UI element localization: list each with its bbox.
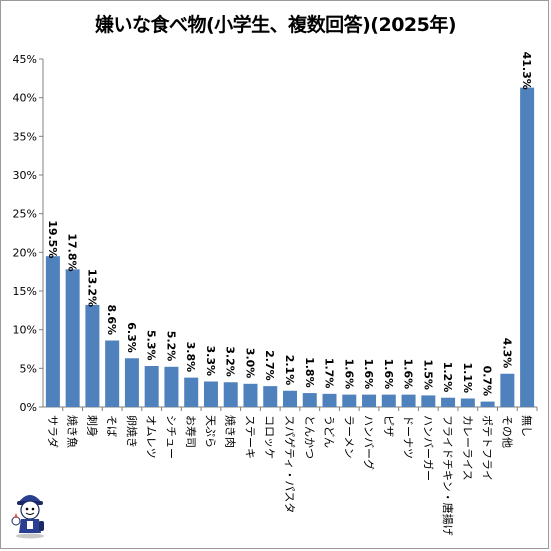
- x-tick-label: スパゲティ・パスタ: [283, 415, 296, 513]
- x-tick-label: ステーキ: [243, 415, 256, 459]
- data-label: 1.8%: [303, 357, 316, 388]
- data-label: 1.2%: [441, 362, 454, 393]
- bar: [65, 269, 80, 407]
- x-tick-label: 無し: [520, 415, 534, 437]
- x-tick-label: 天ぷら: [204, 415, 217, 448]
- x-tick-label: 焼き魚: [66, 415, 79, 448]
- bar: [302, 393, 317, 407]
- y-tick-label: 40%: [13, 92, 37, 105]
- x-tick-label: ハンバーガー: [421, 415, 434, 481]
- data-label: 1.7%: [323, 358, 336, 389]
- bar: [164, 366, 179, 407]
- data-label: 3.8%: [184, 342, 197, 373]
- data-label: 1.6%: [342, 359, 355, 390]
- x-tick-label: ハンバーグ: [362, 415, 376, 470]
- y-tick-label: 10%: [13, 324, 37, 337]
- data-label: 3.3%: [204, 345, 217, 376]
- data-label: 1.6%: [402, 359, 415, 390]
- data-label: 1.5%: [421, 359, 434, 390]
- y-tick-label: 45%: [13, 53, 37, 66]
- data-label: 8.6%: [105, 304, 118, 335]
- bar: [45, 256, 60, 407]
- x-tick-label: そば: [105, 415, 118, 437]
- x-tick-label: ピザ: [382, 415, 395, 437]
- data-label: 13.2%: [85, 269, 98, 307]
- x-tick-label: お寿司: [184, 415, 198, 448]
- data-label: 3.0%: [243, 348, 256, 379]
- bar: [85, 304, 100, 407]
- x-tick-label: ラーメン: [342, 415, 355, 459]
- x-tick-label: うどん: [323, 415, 336, 448]
- bar: [421, 395, 436, 407]
- data-label: 2.1%: [283, 355, 296, 386]
- x-tick-label: サラダ: [46, 415, 60, 448]
- bar: [480, 401, 495, 407]
- data-label: 6.3%: [125, 322, 138, 353]
- x-tick-label: とんかつ: [303, 415, 316, 459]
- y-tick-label: 15%: [13, 285, 37, 298]
- x-tick-label: シチュー: [164, 415, 177, 459]
- x-tick-label: コロッケ: [263, 415, 276, 459]
- y-tick-label: 0%: [20, 401, 37, 414]
- data-label: 41.3%: [520, 52, 533, 90]
- data-label: 19.5%: [46, 220, 59, 258]
- x-tick-label: フライドチキン・唐揚げ: [441, 415, 455, 536]
- bar: [441, 397, 456, 407]
- chart-title: 嫌いな食べ物(小学生、複数回答)(2025年): [94, 14, 457, 36]
- x-tick-label: その他: [500, 415, 513, 448]
- data-label: 1.6%: [382, 359, 395, 390]
- bar: [263, 386, 278, 407]
- data-label: 0.7%: [481, 366, 494, 397]
- x-tick-label: オムレツ: [145, 415, 158, 459]
- y-tick-label: 35%: [13, 130, 37, 143]
- bar: [203, 381, 218, 407]
- data-label: 2.7%: [263, 350, 276, 381]
- bar: [520, 87, 535, 407]
- x-tick-label: 刺身: [85, 415, 99, 437]
- bar: [184, 377, 199, 407]
- bar: [500, 373, 515, 407]
- bar: [144, 366, 159, 407]
- y-tick-label: 20%: [13, 246, 37, 259]
- bar: [381, 394, 396, 407]
- x-tick-label: ポテトフライ: [481, 415, 494, 481]
- y-tick-label: 30%: [13, 169, 37, 182]
- bar: [124, 358, 139, 407]
- x-tick-label: ドーナツ: [402, 415, 415, 459]
- cartoon-mascot-icon: [11, 495, 44, 539]
- bar: [223, 382, 238, 407]
- data-label: 3.2%: [224, 346, 237, 377]
- x-tick-label: 卵焼き: [125, 415, 138, 448]
- data-label: 5.3%: [145, 330, 158, 361]
- data-label: 5.2%: [164, 331, 177, 362]
- bar: [283, 390, 297, 407]
- data-label: 4.3%: [500, 338, 513, 369]
- bar: [362, 394, 377, 407]
- data-label: 17.8%: [66, 233, 79, 271]
- data-label: 1.6%: [362, 359, 375, 390]
- data-label: 1.1%: [461, 362, 474, 393]
- y-tick-label: 25%: [13, 208, 37, 221]
- bar: [460, 398, 475, 407]
- bar: [322, 393, 337, 407]
- y-tick-label: 5%: [20, 362, 37, 375]
- bar: [342, 394, 357, 407]
- bar: [105, 340, 120, 407]
- x-tick-label: カレーライス: [461, 415, 474, 481]
- bar: [243, 383, 258, 407]
- bar: [401, 394, 416, 407]
- x-tick-label: 焼き肉: [224, 415, 237, 448]
